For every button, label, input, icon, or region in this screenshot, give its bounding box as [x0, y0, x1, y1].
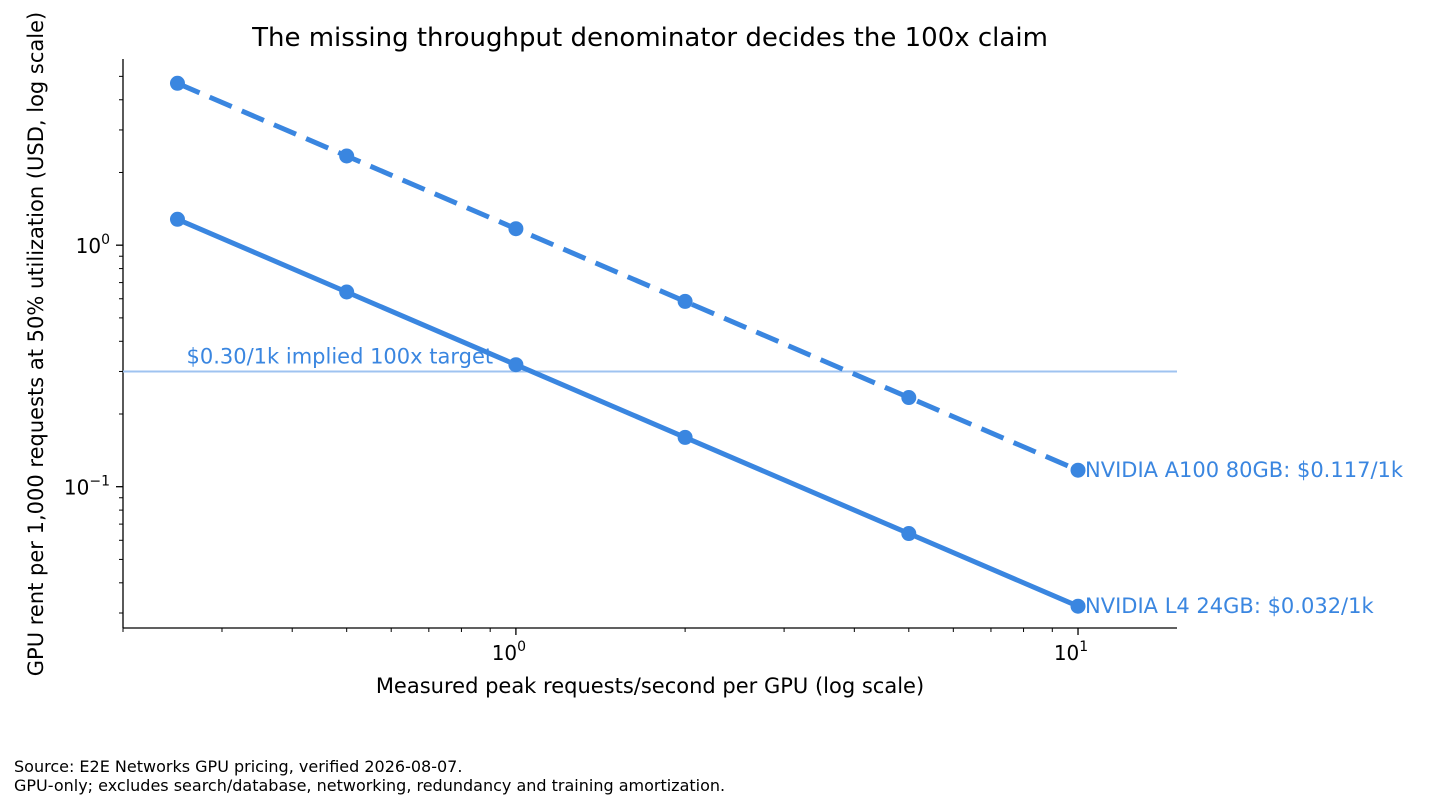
series-label-2: NVIDIA L4 24GB: $0.032/1k	[1085, 594, 1374, 618]
y-axis-label: GPU rent per 1,000 requests at 50% utili…	[24, 12, 48, 676]
x-axis-label: Measured peak requests/second per GPU (l…	[376, 674, 924, 698]
chart: The missing throughput denominator decid…	[24, 12, 1404, 698]
series-2-point	[169, 211, 185, 227]
x-tick-label: 101	[1054, 639, 1088, 665]
series-2-point	[339, 284, 355, 300]
series-1-point	[677, 293, 693, 309]
series-2-point	[1070, 598, 1086, 614]
series-line-2	[176, 216, 1080, 609]
chart-title: The missing throughput denominator decid…	[251, 23, 1048, 53]
y-tick-label: 100	[76, 232, 110, 258]
series-1-point	[508, 221, 524, 237]
scope-note: GPU-only; excludes search/database, netw…	[14, 776, 726, 795]
series-2-point	[901, 526, 917, 542]
reference-line-label: $0.30/1k implied 100x target	[186, 344, 493, 368]
series-1-point	[901, 390, 917, 406]
series-1-point	[1070, 462, 1086, 478]
series-2-point	[677, 429, 693, 445]
x-tick-label: 100	[492, 639, 526, 665]
series-1-point	[169, 75, 185, 91]
series-label-1: NVIDIA A100 80GB: $0.117/1k	[1085, 458, 1404, 482]
series-line-1	[176, 81, 1080, 473]
y-tick-label: 10−1	[64, 474, 110, 500]
series-1-point	[339, 148, 355, 164]
series-2-point	[508, 357, 524, 373]
plot-area: 100 101 100 10−1 $0.30/1k implied 100x targe…	[64, 59, 1404, 665]
source-note: Source: E2E Networks GPU pricing, verifi…	[14, 757, 463, 776]
